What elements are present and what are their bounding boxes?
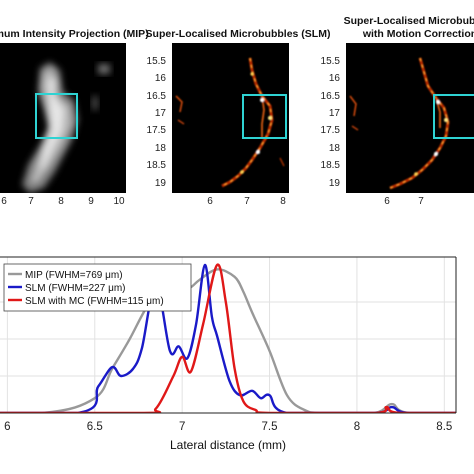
profile-x-tick-label: 8.5 xyxy=(436,421,452,433)
profile-x-axis-label: Lateral distance (mm) xyxy=(170,438,286,452)
profile-x-tick-label: 7 xyxy=(179,421,185,433)
slm-roi-box xyxy=(242,94,287,139)
slm-mc-x-tick: 7 xyxy=(418,196,424,207)
slm-y-tick: 15.5 xyxy=(147,56,167,67)
slm-panel-title: Super-Localised Microbubbles (SLM) xyxy=(146,28,331,40)
slm-y-tick: 17 xyxy=(155,108,167,119)
slm-y-tick: 16 xyxy=(155,73,167,84)
slm-mc-y-tick: 15.5 xyxy=(321,56,341,67)
profile-x-ticks: 6 6.5 7 7.5 8 8.5 xyxy=(4,421,452,433)
slm-y-tick: 19 xyxy=(155,178,167,189)
mip-x-tick: 7 xyxy=(28,196,34,207)
slm-mc-panel-title-line-2: with Motion Correction xyxy=(362,28,474,40)
mip-x-tick: 8 xyxy=(58,196,64,207)
slm-mc-image-background xyxy=(346,43,474,193)
slm-mc-y-tick: 16 xyxy=(329,73,341,84)
slm-mc-y-tick: 17 xyxy=(329,108,341,119)
legend-label-slm: SLM (FWHM=227 μm) xyxy=(25,283,126,294)
slm-mc-y-tick: 17.5 xyxy=(321,125,341,136)
series-line-slm-mc xyxy=(0,263,456,413)
slm-mc-roi-box xyxy=(433,94,474,139)
profile-chart: 6 6.5 7 7.5 8 8.5 Lateral distance (mm) MIP (… xyxy=(0,256,457,452)
slm-mc-vessel-image xyxy=(349,57,450,190)
mip-roi-box xyxy=(35,93,78,139)
slm-vessel-image xyxy=(175,57,285,188)
series-line-slm xyxy=(0,263,456,413)
slm-mc-panel-title-line-1: Super-Localised Microbubbles xyxy=(344,15,474,27)
slm-mc-x-ticks: 6 7 xyxy=(384,196,424,207)
slm-y-tick: 16.5 xyxy=(147,91,167,102)
slm-y-tick: 18.5 xyxy=(147,160,167,171)
legend-label-mip: MIP (FWHM=769 μm) xyxy=(25,270,123,281)
profile-x-tick-label: 7.5 xyxy=(262,421,278,433)
mip-x-tick: 10 xyxy=(113,196,125,207)
slm-mc-y-tick: 18.5 xyxy=(321,160,341,171)
mip-x-ticks: 6 7 8 9 10 xyxy=(1,196,125,207)
legend-label-slm-mc: SLM with MC (FWHM=115 μm) xyxy=(25,296,164,307)
slm-x-tick: 6 xyxy=(207,196,213,207)
legend-box xyxy=(3,263,192,312)
mip-panel: Maximum Intensity Projection (MIP) 6 7 8… xyxy=(0,28,149,207)
slm-mc-y-tick: 19 xyxy=(329,178,341,189)
slm-x-tick: 8 xyxy=(280,196,286,207)
mip-panel-title: Maximum Intensity Projection (MIP) xyxy=(0,28,149,40)
slm-mc-panel: Super-Localised Microbubbles with Motion… xyxy=(321,15,474,207)
profile-x-tick-label: 6 xyxy=(4,421,10,433)
slm-y-ticks: 15.5 16 16.5 17 17.5 18 18.5 19 xyxy=(147,56,167,189)
mip-x-tick: 9 xyxy=(88,196,94,207)
slm-mc-y-tick: 18 xyxy=(329,143,341,154)
slm-y-tick: 18 xyxy=(155,143,167,154)
slm-panel: Super-Localised Microbubbles (SLM) 15.5 … xyxy=(146,28,331,207)
slm-mc-x-tick: 6 xyxy=(384,196,390,207)
slm-y-tick: 17.5 xyxy=(147,125,167,136)
mip-x-tick: 6 xyxy=(1,196,7,207)
profile-legend: MIP (FWHM=769 μm) SLM (FWHM=227 μm) SLM … xyxy=(3,263,192,312)
slm-x-tick: 7 xyxy=(244,196,250,207)
slm-mc-y-ticks: 15.5 16 16.5 17 17.5 18 18.5 19 xyxy=(321,56,341,189)
profile-x-tick-label: 6.5 xyxy=(87,421,103,433)
slm-x-ticks: 6 7 8 xyxy=(207,196,286,207)
profile-x-tick-label: 8 xyxy=(354,421,360,433)
slm-mc-y-tick: 16.5 xyxy=(321,91,341,102)
